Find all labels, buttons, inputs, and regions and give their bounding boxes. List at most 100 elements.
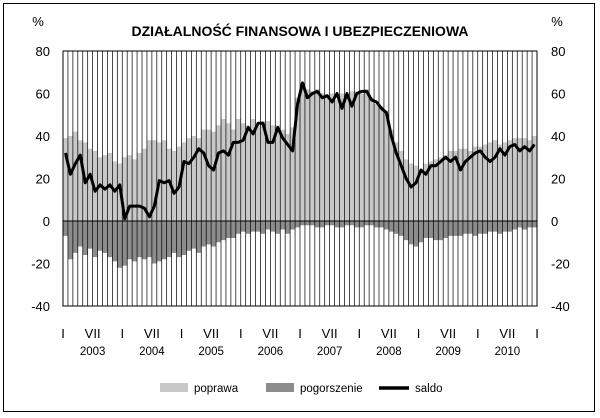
bar-poprawa xyxy=(379,106,384,221)
y-tick-left: 20 xyxy=(36,172,50,187)
bar-poprawa xyxy=(146,140,152,221)
x-month-label: I xyxy=(298,326,302,341)
bar-pogorszenie xyxy=(433,221,439,241)
plot-border xyxy=(62,50,538,307)
bar-pogorszenie xyxy=(304,221,310,226)
bar-pogorszenie xyxy=(196,221,202,253)
bar-poprawa xyxy=(309,91,315,222)
bar-poprawa xyxy=(245,125,251,222)
bar-poprawa xyxy=(443,155,449,222)
bar-pogorszenie xyxy=(122,221,128,266)
x-month-label: VII xyxy=(322,326,338,341)
bar-pogorszenie xyxy=(408,221,414,245)
bar-pogorszenie xyxy=(374,221,379,228)
bar-pogorszenie xyxy=(275,221,281,234)
bar-poprawa xyxy=(344,97,350,221)
bar-pogorszenie xyxy=(393,221,399,234)
bar-poprawa xyxy=(324,95,330,222)
bar-pogorszenie xyxy=(532,221,537,228)
bar-poprawa xyxy=(497,144,503,221)
legend-label-saldo: saldo xyxy=(415,383,443,395)
x-year-label: 2003 xyxy=(80,346,106,358)
bar-pogorszenie xyxy=(181,221,187,255)
y-tick-right: -40 xyxy=(551,299,570,314)
bar-pogorszenie xyxy=(127,221,133,260)
bar-pogorszenie xyxy=(265,221,271,230)
bar-poprawa xyxy=(206,129,212,222)
bar-pogorszenie xyxy=(349,221,355,226)
x-year-label: 2006 xyxy=(258,346,284,358)
bar-pogorszenie xyxy=(502,221,508,232)
y-axis-left-unit: % xyxy=(32,14,44,29)
bar-poprawa xyxy=(72,131,78,221)
bar-pogorszenie xyxy=(319,221,325,228)
bar-poprawa xyxy=(63,138,68,222)
bar-pogorszenie xyxy=(418,221,424,243)
bar-poprawa xyxy=(122,157,128,221)
bar-poprawa xyxy=(304,89,310,221)
bar-poprawa xyxy=(369,97,375,221)
bar-poprawa xyxy=(388,129,394,222)
x-year-label: 2010 xyxy=(495,346,521,358)
x-month-label: I xyxy=(476,326,480,341)
bar-pogorszenie xyxy=(507,221,513,232)
bar-pogorszenie xyxy=(369,221,375,226)
bar-poprawa xyxy=(225,123,231,221)
bar-pogorszenie xyxy=(458,221,463,236)
bar-poprawa xyxy=(467,150,473,222)
bar-pogorszenie xyxy=(329,221,335,226)
bar-poprawa xyxy=(151,140,157,221)
bar-pogorszenie xyxy=(314,221,320,228)
y-tick-right: 40 xyxy=(551,129,565,144)
bar-poprawa xyxy=(507,140,513,221)
x-month-label: VII xyxy=(499,326,515,341)
bar-pogorszenie xyxy=(354,221,360,228)
bar-pogorszenie xyxy=(522,221,528,230)
bar-poprawa xyxy=(374,104,379,222)
bar-poprawa xyxy=(186,138,192,222)
bar-pogorszenie xyxy=(67,221,73,260)
legend-swatch-pogorszenie xyxy=(266,383,294,392)
bar-pogorszenie xyxy=(112,221,118,262)
bar-poprawa xyxy=(275,125,281,222)
bar-poprawa xyxy=(418,172,424,222)
bar-poprawa xyxy=(97,157,103,221)
bar-poprawa xyxy=(280,129,286,222)
legend-label-poprawa: poprawa xyxy=(194,383,239,395)
bar-poprawa xyxy=(329,93,335,221)
x-month-label: VII xyxy=(381,326,397,341)
bar-poprawa xyxy=(196,138,202,222)
bar-pogorszenie xyxy=(245,221,251,234)
bar-poprawa xyxy=(201,129,207,222)
bar-pogorszenie xyxy=(230,221,236,238)
bar-pogorszenie xyxy=(151,221,157,264)
bar-pogorszenie xyxy=(137,221,142,258)
bar-pogorszenie xyxy=(295,221,300,228)
bar-poprawa xyxy=(403,159,409,222)
bar-pogorszenie xyxy=(334,221,340,228)
bar-pogorszenie xyxy=(146,221,152,258)
bar-poprawa xyxy=(171,150,177,222)
bar-pogorszenie xyxy=(364,221,370,226)
bar-poprawa xyxy=(265,121,271,222)
bar-pogorszenie xyxy=(260,221,266,234)
bar-poprawa xyxy=(285,133,291,222)
bar-pogorszenie xyxy=(512,221,518,230)
bar-pogorszenie xyxy=(359,221,365,228)
bar-pogorszenie xyxy=(280,221,286,230)
bar-poprawa xyxy=(462,148,468,221)
bar-pogorszenie xyxy=(527,221,533,228)
x-month-label: I xyxy=(357,326,361,341)
bar-poprawa xyxy=(393,142,399,222)
bar-poprawa xyxy=(181,142,187,222)
bar-pogorszenie xyxy=(77,221,83,247)
y-tick-left: 80 xyxy=(36,44,50,59)
bar-pogorszenie xyxy=(176,221,182,258)
bar-poprawa xyxy=(532,136,537,221)
bar-poprawa xyxy=(522,138,528,222)
bar-pogorszenie xyxy=(206,221,212,245)
bar-pogorszenie xyxy=(107,221,113,258)
bar-pogorszenie xyxy=(472,221,478,236)
bar-pogorszenie xyxy=(240,221,246,232)
legend: poprawa pogorszenie saldo xyxy=(160,383,443,395)
